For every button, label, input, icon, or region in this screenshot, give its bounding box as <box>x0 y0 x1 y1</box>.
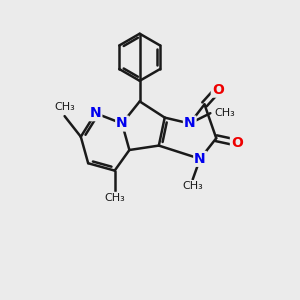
Text: N: N <box>184 116 196 130</box>
Text: CH₃: CH₃ <box>104 193 125 203</box>
Text: O: O <box>212 82 224 97</box>
Text: CH₃: CH₃ <box>182 181 203 191</box>
Text: N: N <box>116 116 128 130</box>
Text: N: N <box>194 152 206 166</box>
Text: CH₃: CH₃ <box>215 108 236 118</box>
Text: O: O <box>231 136 243 150</box>
Text: N: N <box>90 106 101 120</box>
Text: CH₃: CH₃ <box>54 102 75 112</box>
